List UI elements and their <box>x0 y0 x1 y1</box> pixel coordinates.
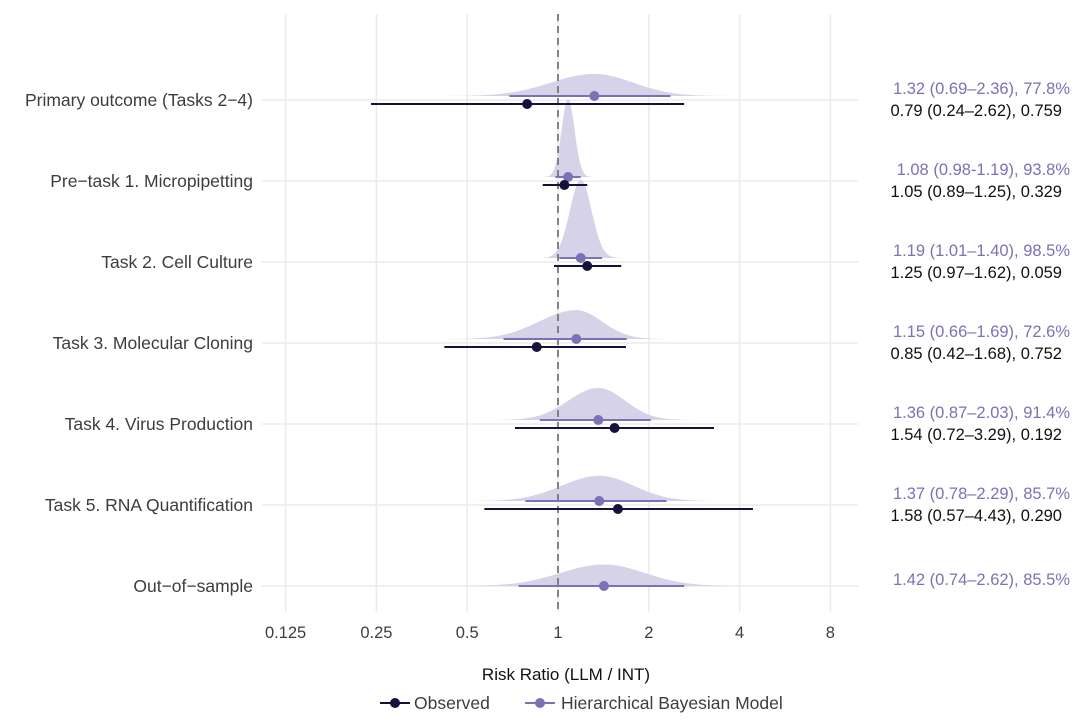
bayes-annotation: 1.08 (0.98-1.19), 93.8% <box>897 161 1071 179</box>
bayes-point <box>594 496 605 506</box>
legend-bayes-marker <box>535 698 545 708</box>
posterior-density <box>457 475 744 501</box>
x-tick-label: 0.25 <box>360 624 392 642</box>
row-label: Primary outcome (Tasks 2−4) <box>25 90 253 110</box>
x-tick-label: 2 <box>644 624 653 642</box>
bayes-point <box>575 253 586 263</box>
bayes-point <box>593 415 604 425</box>
label-layer: Primary outcome (Tasks 2−4) Pre−task 1. M… <box>25 90 253 596</box>
observed-annotation: 1.05 (0.89–1.25), 0.329 <box>890 183 1062 201</box>
row-label: Task 2. Cell Culture <box>101 252 253 272</box>
row-label: Pre−task 1. Micropipetting <box>50 171 253 191</box>
observed-annotation: 1.25 (0.97–1.62), 0.059 <box>890 264 1062 282</box>
bayes-annotation: 1.19 (1.01–1.40), 98.5% <box>893 242 1070 260</box>
row-label: Task 5. RNA Quantification <box>45 495 253 515</box>
posterior-density <box>539 180 627 258</box>
interval-layer <box>371 91 753 591</box>
legend-observed-label: Observed <box>414 693 490 713</box>
posterior-density <box>485 387 711 420</box>
row-label: Out−of−sample <box>133 576 253 596</box>
observed-annotation: 1.54 (0.72–3.29), 0.192 <box>890 426 1062 444</box>
bayes-point <box>563 172 574 182</box>
posterior-density <box>439 564 776 586</box>
bayes-point <box>571 334 582 344</box>
x-axis-ticks: 0.125 0.25 0.5 1 2 4 8 <box>265 624 835 642</box>
row-label: Task 4. Virus Production <box>65 414 253 434</box>
posterior-density <box>436 310 685 339</box>
x-axis-title: Risk Ratio (LLM / INT) <box>482 665 650 684</box>
observed-point <box>609 423 620 433</box>
bayes-annotation: 1.37 (0.78–2.29), 85.7% <box>893 485 1070 503</box>
observed-annotation: 0.85 (0.42–1.68), 0.752 <box>890 345 1062 363</box>
observed-annotation: 1.58 (0.57–4.43), 0.290 <box>890 507 1062 525</box>
bayes-annotation: 1.32 (0.69–2.36), 77.8% <box>893 80 1070 98</box>
x-tick-label: 8 <box>826 624 835 642</box>
legend-observed-marker <box>390 698 400 708</box>
x-tick-label: 0.125 <box>265 624 306 642</box>
annotation-layer: 1.32 (0.69–2.36), 77.8% 0.79 (0.24–2.62),… <box>890 80 1070 589</box>
observed-point <box>522 99 533 109</box>
posterior-density <box>543 99 596 177</box>
observed-point <box>531 342 542 352</box>
x-tick-label: 4 <box>735 624 744 642</box>
density-layer <box>430 73 776 586</box>
observed-point <box>559 180 570 190</box>
bayes-annotation: 1.36 (0.87–2.03), 91.4% <box>893 404 1070 422</box>
bayes-point <box>589 91 600 101</box>
bayes-annotation: 1.15 (0.66–1.69), 72.6% <box>893 323 1070 341</box>
x-tick-label: 1 <box>553 624 562 642</box>
observed-point <box>582 261 593 271</box>
legend: Observed Hierarchical Bayesian Model <box>380 693 783 713</box>
bayes-point <box>598 581 609 591</box>
legend-bayes-label: Hierarchical Bayesian Model <box>561 693 783 713</box>
posterior-density <box>430 73 758 96</box>
observed-annotation: 0.79 (0.24–2.62), 0.759 <box>890 102 1062 120</box>
row-label: Task 3. Molecular Cloning <box>53 333 253 353</box>
x-tick-label: 0.5 <box>456 624 479 642</box>
bayes-annotation: 1.42 (0.74–2.62), 85.5% <box>893 571 1070 589</box>
observed-point <box>612 504 623 514</box>
